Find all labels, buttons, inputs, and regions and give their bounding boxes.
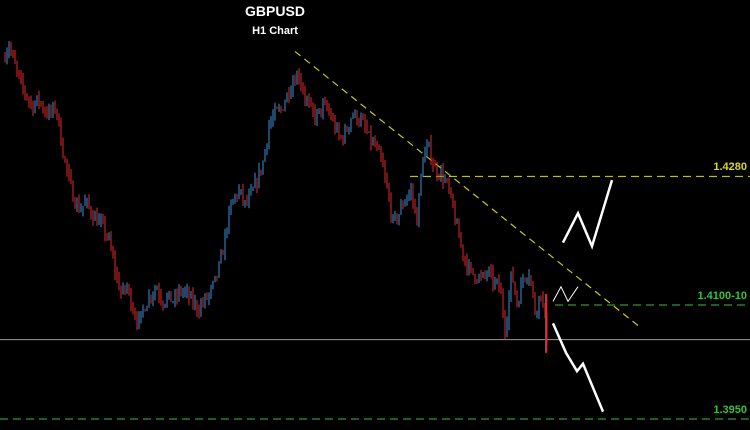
bearish-path	[551, 322, 605, 413]
bullish-path	[561, 179, 614, 250]
chart-subtitle: H1 Chart	[252, 25, 298, 37]
horizontal-levels	[0, 175, 750, 420]
candles	[4, 41, 548, 353]
projections	[551, 179, 614, 413]
trendline-layer	[294, 50, 641, 328]
trendline	[294, 50, 641, 328]
level-label: 1.3950	[713, 403, 747, 416]
small-zigzag	[552, 285, 579, 303]
chart-title: GBPUSD	[245, 3, 305, 19]
level-label: 1.4100-10	[697, 290, 747, 303]
level-label: 1.4280	[713, 161, 747, 174]
